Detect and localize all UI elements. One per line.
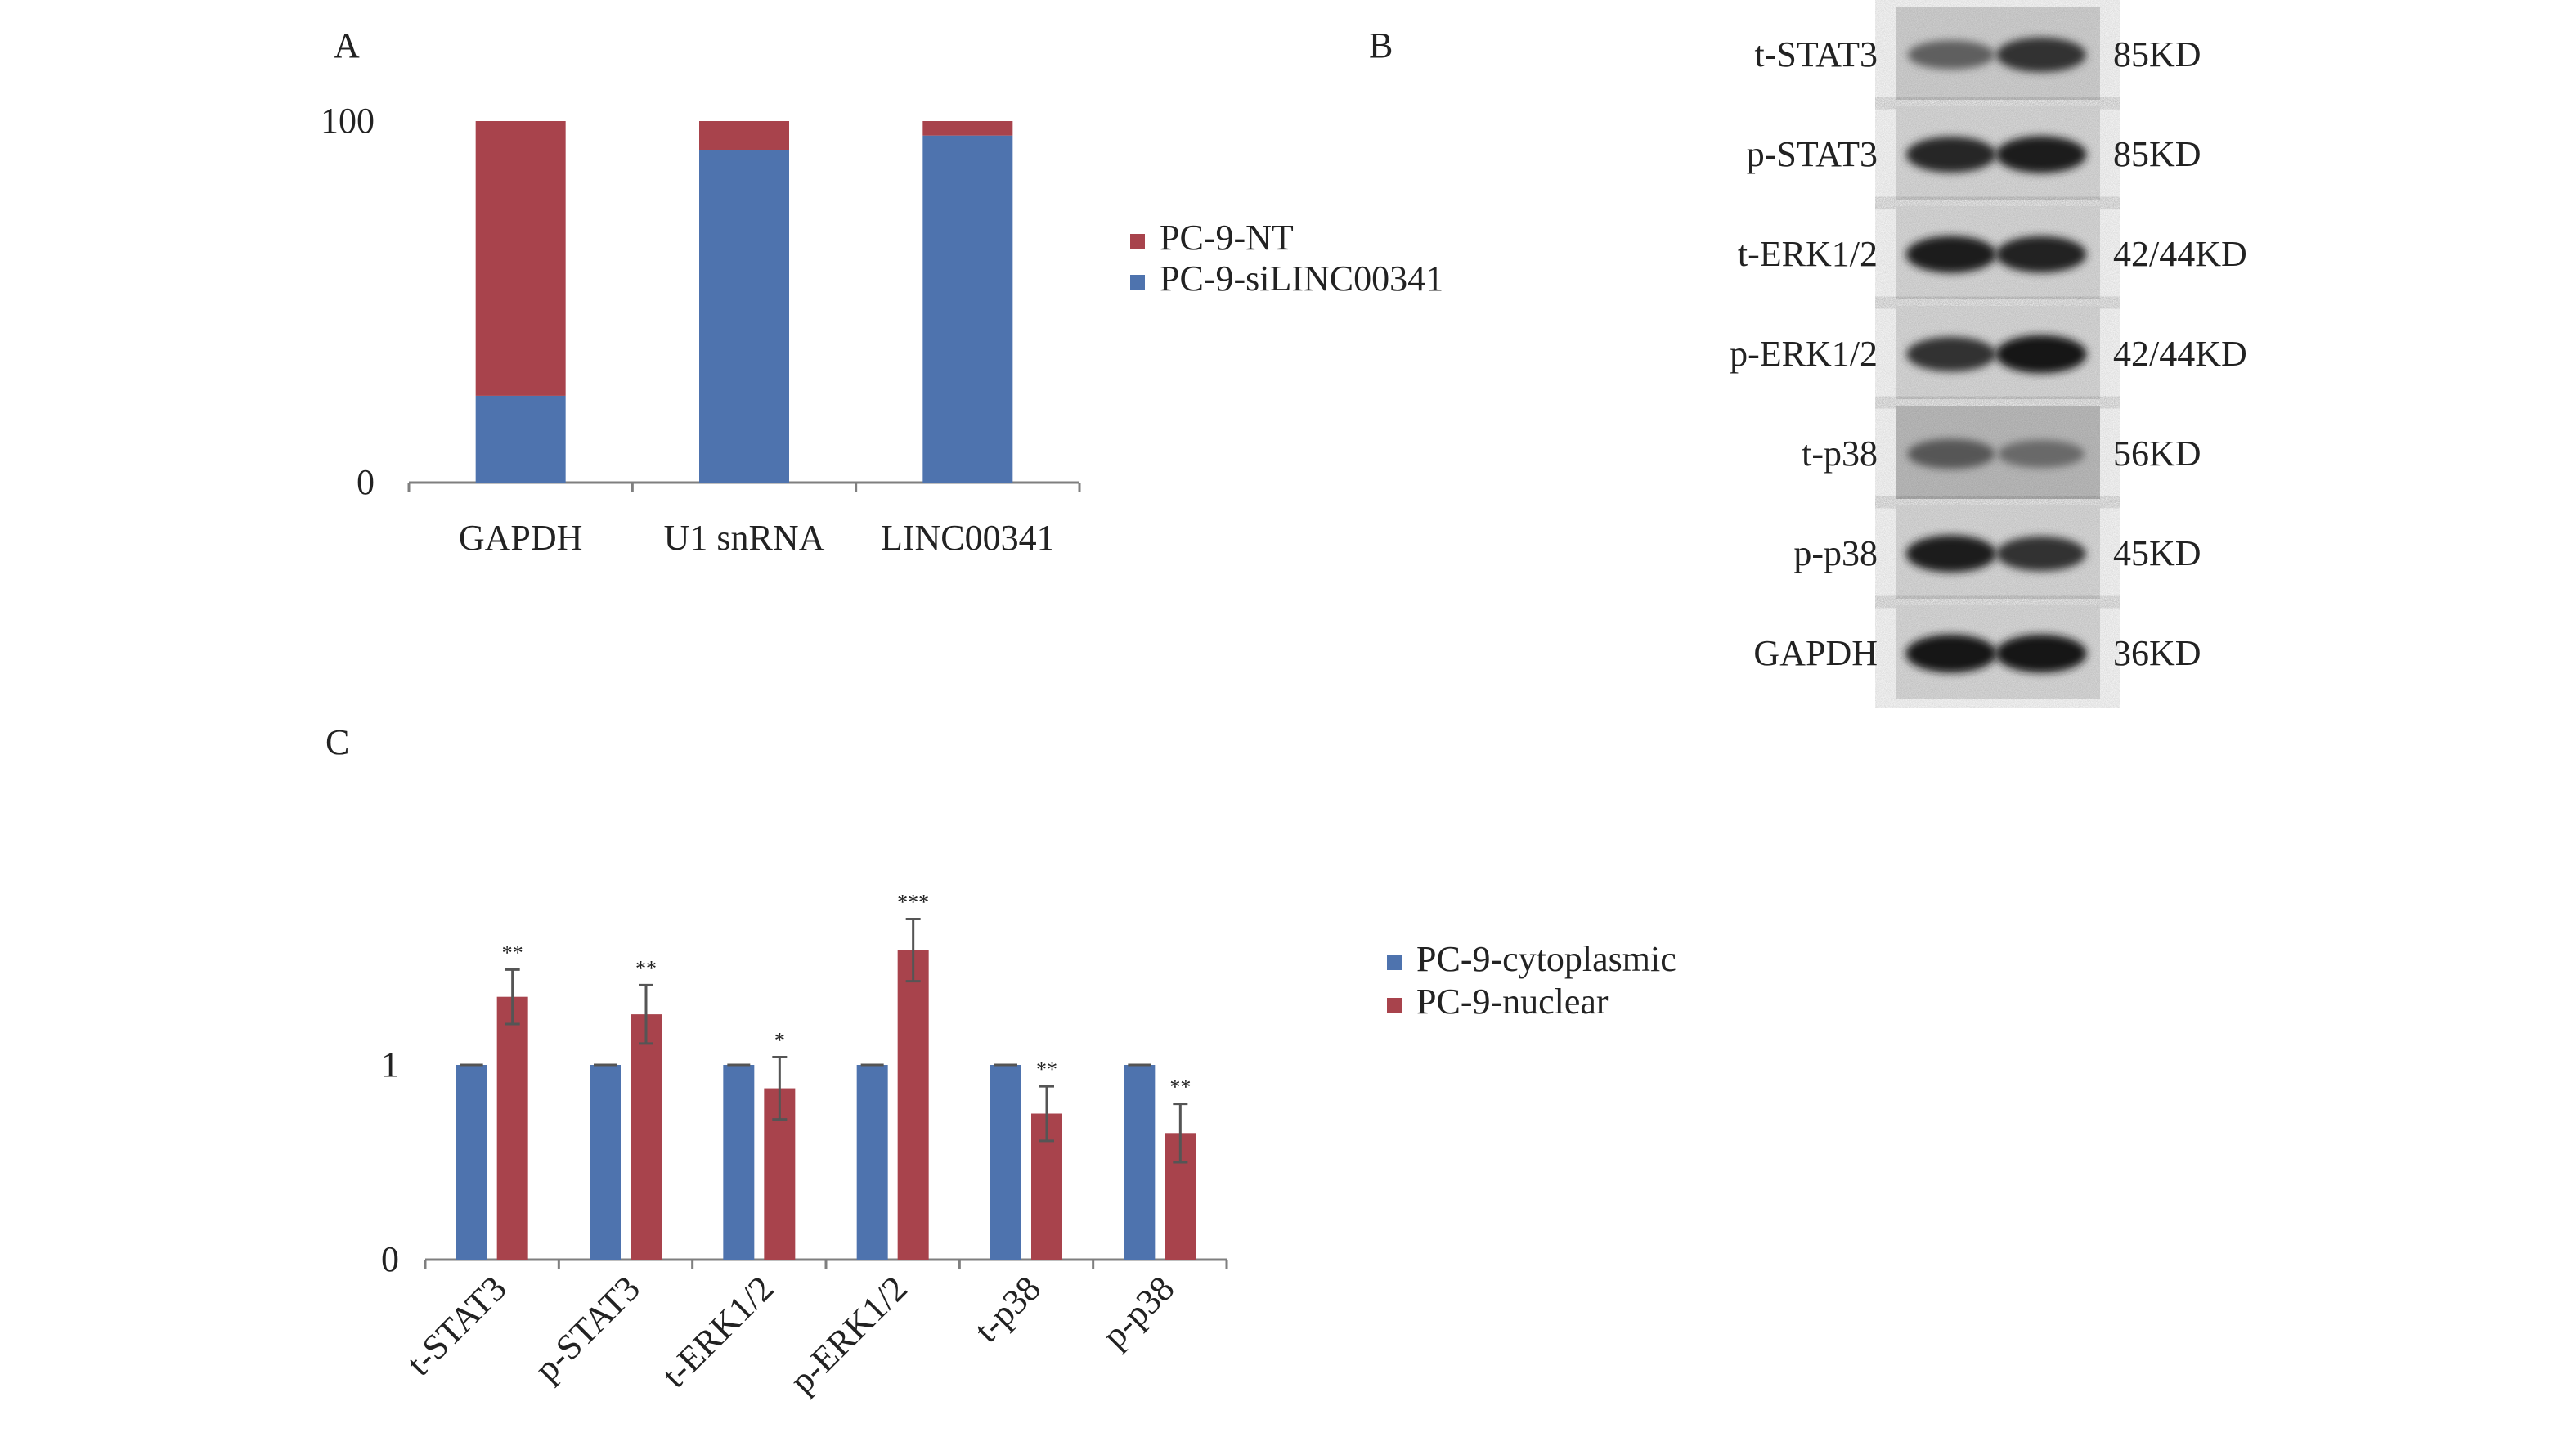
blot-protein-label: p-ERK1/2 xyxy=(1730,334,1878,374)
blot-band xyxy=(1995,136,2087,173)
chart-c-significance: ** xyxy=(1036,1058,1057,1081)
chart-a-bar-segment xyxy=(475,395,566,483)
panel-b-label: B xyxy=(1369,25,1393,65)
chart-a-bar-segment xyxy=(699,150,789,483)
panel-c-label: C xyxy=(325,722,349,762)
chart-c-significance: * xyxy=(774,1028,785,1052)
chart-c-bar xyxy=(590,1065,621,1260)
chart-a-category-label: GAPDH xyxy=(459,518,583,558)
chart-c-bar xyxy=(456,1065,487,1260)
chart-c-category-label: t-STAT3 xyxy=(399,1268,514,1383)
blot-size-label: 42/44KD xyxy=(2113,334,2247,374)
chart-c-category-label: p-ERK1/2 xyxy=(782,1268,915,1401)
blot-protein-label: GAPDH xyxy=(1753,633,1878,673)
chart-a-legend-label: PC-9-siLINC00341 xyxy=(1160,258,1443,299)
blot-protein-label: t-ERK1/2 xyxy=(1738,234,1878,274)
blot-band xyxy=(1995,236,2087,273)
blot-band xyxy=(1907,438,1995,469)
blot-band xyxy=(1905,634,1997,673)
chart-a-bar-segment xyxy=(922,135,1013,483)
panel-a-label: A xyxy=(334,25,360,65)
chart-c-legend-swatch xyxy=(1387,955,1402,970)
blot-size-label: 45KD xyxy=(2113,533,2201,573)
chart-c-significance: *** xyxy=(897,891,929,914)
blot-size-label: 85KD xyxy=(2113,134,2201,174)
chart-c-category-label: p-p38 xyxy=(1094,1268,1182,1355)
chart-a-category-label: U1 snRNA xyxy=(664,518,825,558)
chart-c-bar xyxy=(496,996,528,1260)
chart-a-bar-segment xyxy=(475,121,566,396)
chart-c-category-label: p-STAT3 xyxy=(527,1268,648,1389)
chart-c-bar xyxy=(723,1065,755,1260)
western-blot: t-STAT3 85KD p-STAT3 85KD t-ERK1/2 42/44KD p-E… xyxy=(1730,7,2247,699)
chart-a-category-label: LINC00341 xyxy=(881,518,1055,558)
chart-a-legend-swatch xyxy=(1130,275,1145,290)
blot-band xyxy=(1996,536,2086,572)
blot-band xyxy=(1995,634,2087,673)
blot-band xyxy=(1907,40,1995,70)
chart-a-legend-swatch xyxy=(1130,234,1145,249)
chart-c-category-label: t-p38 xyxy=(967,1268,1048,1350)
chart-a-y-tick-label: 100 xyxy=(321,101,375,141)
chart-c-y-tick-label: 0 xyxy=(381,1239,399,1279)
blot-protein-label: p-p38 xyxy=(1793,533,1878,573)
chart-c-legend-label: PC-9-nuclear xyxy=(1416,982,1609,1022)
chart-c-bar xyxy=(856,1065,888,1260)
chart-c-category-label: t-ERK1/2 xyxy=(654,1268,782,1395)
blot-size-label: 36KD xyxy=(2113,633,2201,673)
chart-a-stacked-bar: 0 100 GAPDH U1 snRNA LINC00341 PC-9-NTPC-9-si… xyxy=(321,101,1443,558)
chart-c-bar xyxy=(990,1065,1021,1260)
chart-c-significance: ** xyxy=(502,941,523,964)
blot-band xyxy=(1906,336,1996,372)
blot-protein-label: t-p38 xyxy=(1802,433,1878,474)
chart-a-y-tick-label: 0 xyxy=(357,462,375,502)
chart-c-significance: ** xyxy=(635,956,657,980)
blot-size-label: 85KD xyxy=(2113,34,2201,74)
chart-c-significance: ** xyxy=(1169,1076,1191,1099)
chart-a-bar-segment xyxy=(922,121,1013,136)
chart-a-legend-label: PC-9-NT xyxy=(1160,218,1294,258)
chart-a-bar-segment xyxy=(699,121,789,150)
chart-c-legend-swatch xyxy=(1387,998,1402,1013)
chart-c-legend-label: PC-9-cytoplasmic xyxy=(1416,939,1676,979)
blot-band xyxy=(1905,137,1997,173)
blot-protein-label: p-STAT3 xyxy=(1747,134,1878,174)
chart-c-bar xyxy=(631,1014,662,1260)
chart-c-y-tick-label: 1 xyxy=(381,1044,399,1085)
blot-size-label: 56KD xyxy=(2113,433,2201,474)
blot-band xyxy=(1998,440,2085,468)
blot-band xyxy=(1995,335,2087,374)
blot-band xyxy=(1996,37,2086,73)
blot-protein-label: t-STAT3 xyxy=(1755,34,1878,74)
chart-c-bar xyxy=(897,950,929,1260)
blot-band xyxy=(1905,535,1997,573)
chart-c-grouped-bar: 0 1 ** t-STAT3 ** p-STAT3 * t-ERK1/2 *** p-ERK1/2… xyxy=(381,891,1676,1401)
chart-c-bar xyxy=(1124,1065,1156,1260)
blot-band xyxy=(1905,236,1997,273)
blot-size-label: 42/44KD xyxy=(2113,234,2247,274)
